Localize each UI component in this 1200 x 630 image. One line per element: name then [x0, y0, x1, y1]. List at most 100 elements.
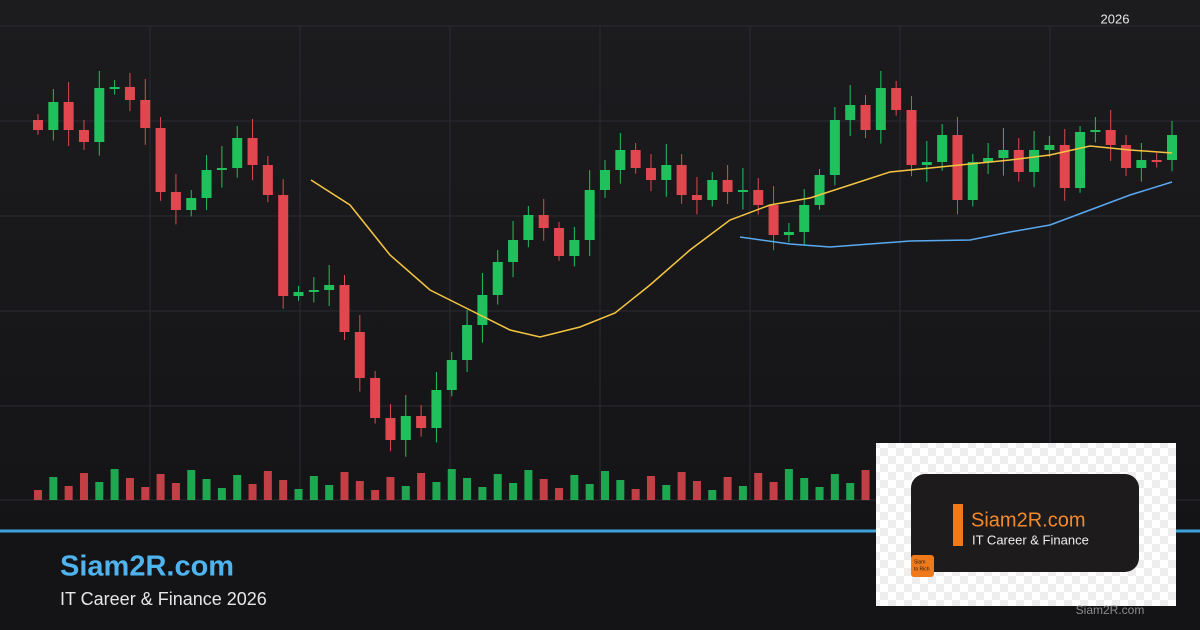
volume-bar: [601, 471, 609, 500]
candle: [33, 120, 43, 130]
volume-bar: [34, 490, 42, 500]
volume-bar: [738, 486, 747, 500]
volume-bar: [662, 485, 671, 500]
candle: [1059, 145, 1070, 188]
volume-bar: [432, 482, 441, 500]
candle: [186, 198, 197, 210]
brand-title: Siam2R.com: [60, 551, 234, 583]
candle: [78, 130, 89, 142]
volume-bar: [769, 482, 778, 500]
candle: [262, 165, 273, 195]
candle: [737, 190, 748, 192]
volume-bar: [294, 489, 303, 500]
volume-bar: [110, 469, 119, 500]
volume-bar: [677, 472, 686, 500]
volume-bar: [340, 472, 349, 500]
volume-bar: [248, 484, 257, 500]
candle: [600, 170, 610, 190]
candle: [1167, 135, 1177, 160]
volume-bar: [800, 478, 809, 500]
candle: [814, 175, 825, 205]
volume-bar: [125, 478, 134, 500]
volume-bar: [386, 477, 395, 500]
candle: [860, 105, 871, 130]
volume-bar: [171, 483, 180, 500]
candle: [462, 325, 473, 360]
volume-bar: [692, 481, 701, 500]
volume-bar: [263, 471, 272, 500]
candle: [845, 105, 856, 120]
candle: [1044, 145, 1055, 150]
candle: [385, 418, 396, 440]
candle: [906, 110, 917, 165]
candle: [829, 120, 840, 175]
volume-bar: [616, 480, 625, 500]
volume-bar: [156, 474, 165, 500]
candle: [875, 88, 886, 130]
volume-bar: [141, 487, 150, 500]
candle: [293, 292, 304, 296]
volume-bar: [646, 476, 655, 500]
candle: [308, 290, 319, 292]
volume-bar: [371, 490, 380, 500]
candle: [630, 150, 641, 168]
candles: [33, 71, 1177, 457]
badge-line: Siam: [914, 559, 925, 565]
candle: [1075, 132, 1086, 188]
volume-bar: [447, 469, 456, 500]
volume-bar: [708, 490, 717, 500]
volume-bar: [555, 488, 564, 500]
candle: [615, 150, 626, 170]
candle: [538, 215, 549, 228]
candle: [1136, 160, 1147, 168]
volume-bar: [539, 479, 548, 500]
volume-bar: [830, 474, 839, 500]
candle: [155, 128, 166, 192]
candle: [324, 285, 335, 290]
candle: [48, 102, 59, 130]
candle: [109, 87, 120, 89]
brand-tagline: IT Career & Finance 2026: [60, 589, 267, 609]
candle: [569, 240, 580, 256]
candle: [891, 88, 902, 110]
grid: [0, 25, 1200, 501]
volume-bar: [49, 477, 58, 500]
volume-bar: [417, 473, 426, 500]
candle: [370, 378, 381, 418]
candle: [952, 135, 963, 200]
candle: [124, 87, 135, 100]
candle: [446, 360, 457, 390]
volume-bar: [279, 480, 288, 500]
candle: [354, 332, 365, 378]
candle: [584, 190, 595, 240]
candle: [983, 158, 994, 162]
candle: [676, 165, 687, 195]
candle: [170, 192, 181, 210]
volume-bar: [325, 485, 334, 500]
volume-bar: [815, 487, 824, 500]
candle: [799, 205, 810, 232]
candle: [216, 168, 227, 170]
candle: [63, 102, 74, 130]
volume-bar: [355, 481, 364, 500]
volume-bar: [202, 479, 211, 500]
candle: [1105, 130, 1116, 145]
volume-bar: [401, 486, 410, 500]
volume-bar: [217, 488, 226, 500]
volume-bar: [524, 470, 533, 500]
logo-title: Siam2R.com: [971, 509, 1085, 531]
candle: [201, 170, 212, 198]
watermark: Siam2R.com: [1076, 603, 1145, 617]
volume-bar: [493, 474, 502, 500]
candle: [645, 168, 656, 180]
year-label: 2026: [1101, 11, 1130, 26]
candle: [783, 232, 794, 235]
volume-bar: [846, 483, 855, 500]
candle: [661, 165, 672, 180]
candle: [768, 205, 779, 235]
candle: [232, 138, 243, 168]
candle: [998, 150, 1009, 158]
candle: [1090, 130, 1101, 132]
